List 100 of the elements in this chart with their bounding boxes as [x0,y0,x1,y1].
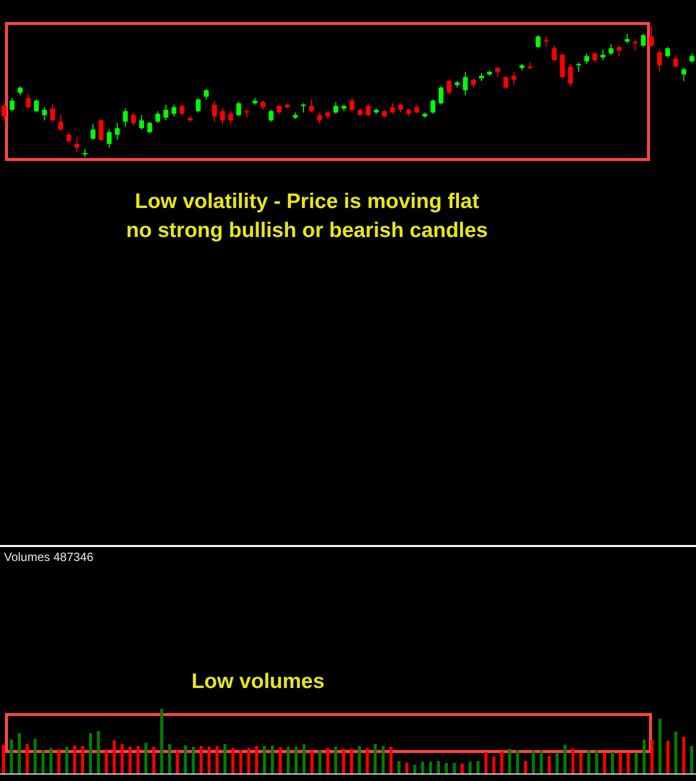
text: Low volatility - Price is moving flat [134,190,480,214]
candlestick [560,53,565,79]
candlestick [122,108,128,128]
bar [579,752,582,774]
bar [358,746,361,774]
bar [382,746,385,774]
bar [611,752,614,774]
bar [666,740,670,774]
bar [223,744,226,774]
candlestick [430,98,436,114]
bar [302,744,306,774]
bar [342,748,346,774]
bar [231,748,234,774]
candlestick [366,102,371,117]
candlestick [66,132,72,144]
bar [310,750,314,774]
bar [49,748,52,774]
bar [176,750,179,774]
bar [2,744,5,774]
bar [208,746,211,774]
chart-title: Volumes 487346 [4,550,94,564]
candlestick [624,33,630,44]
bar [603,752,606,774]
bar [421,762,424,774]
bar [476,761,480,774]
candlestick [220,108,225,125]
candlestick [196,98,201,113]
candlestick [592,52,598,64]
candlestick [42,106,47,121]
bar [484,752,488,774]
candlestick [74,136,80,152]
candlestick [106,128,112,148]
bar [650,740,654,774]
candlestick [438,86,444,106]
bar [429,762,432,774]
candlestick [309,98,314,113]
bar [405,762,408,774]
bar [294,746,298,774]
bar [444,762,448,774]
bar [564,744,567,774]
candlestick [608,44,614,56]
candlestick [276,104,282,114]
candlestick [576,62,582,72]
bar [595,750,598,774]
candlestick [204,88,209,100]
candlestick [90,124,96,140]
candlestick [34,98,39,113]
candlestick [180,104,184,116]
bar [10,740,13,774]
candlestick [172,104,176,117]
candlestick [350,98,354,112]
candlestick [390,102,395,114]
candlestick [665,46,670,58]
bar [104,749,108,774]
bar [247,748,250,774]
candlestick [398,102,403,113]
bar [587,750,590,774]
bar [460,764,464,774]
candlestick [470,78,476,88]
candlestick [584,53,590,64]
bar [390,746,393,774]
bar [556,752,559,774]
candlestick [10,98,14,112]
candlestick [568,63,573,87]
candlestick [632,38,638,52]
bar [112,740,116,774]
bar [334,746,338,774]
candlestick [333,101,338,114]
bar [120,744,124,774]
bar [532,750,535,774]
bar [682,736,686,774]
bar [270,745,274,774]
bar [278,747,282,774]
candlestick [690,53,694,64]
bar [192,746,195,774]
bar [374,744,377,774]
bar [548,756,551,774]
candlestick [236,101,242,117]
candlestick [163,104,168,121]
bar [500,751,504,774]
bar [18,733,21,774]
bar [136,746,140,774]
candlestick [212,100,217,122]
bar [626,752,630,774]
bar [200,746,203,774]
bar [160,709,164,774]
bar [42,750,45,774]
text: Low volumes [190,670,326,694]
bar [184,745,187,774]
bar [326,748,330,774]
candlestick [414,104,420,114]
candlestick [18,86,23,96]
bar [690,746,694,774]
candlestick [657,49,662,72]
bar [524,761,527,774]
bar [65,746,68,774]
bar [216,746,219,774]
bar [144,742,148,774]
bar [89,733,92,774]
candlestick [147,121,152,134]
